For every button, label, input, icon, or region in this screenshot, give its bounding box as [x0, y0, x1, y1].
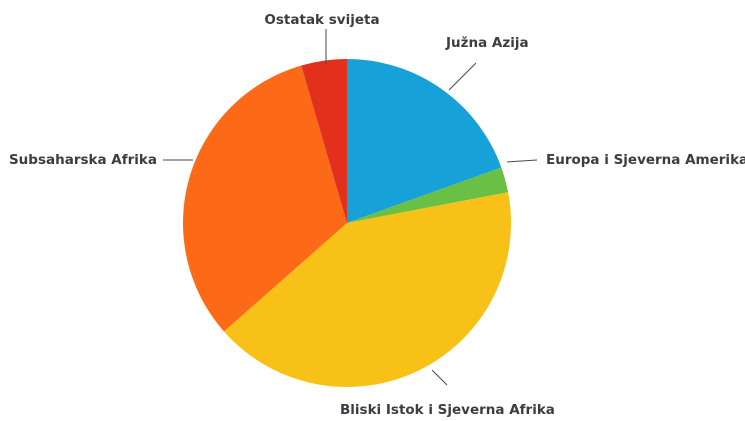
slice-subsaharska-afrika [182, 65, 347, 332]
leader-line-europa-i-sjeverna-amerika [506, 159, 538, 163]
slice-labels: Južna Azija Europa i Sjeverna Amerika Bl… [9, 12, 745, 418]
label-subsaharska-afrika: Subsaharska Afrika [9, 152, 157, 168]
label-ostatak-svijeta: Ostatak svijeta [264, 12, 379, 28]
label-bliski-istok-i-sjeverna-afrika: Bliski Istok i Sjeverna Afrika [340, 402, 555, 418]
slice-ostatak-svijeta [301, 59, 347, 223]
pie-slices [182, 59, 512, 388]
slice-europa-i-sjeverna-amerika [347, 167, 509, 223]
label-europa-i-sjeverna-amerika: Europa i Sjeverna Amerika [546, 152, 745, 168]
leader-line-bliski-istok-i-sjeverna-afrika [431, 369, 448, 386]
slice-bliski-istok-i-sjeverna-afrika [223, 192, 512, 388]
leader-lines [163, 29, 538, 386]
slice-juzna-azija [347, 59, 502, 223]
leader-line-juzna-azija [448, 62, 477, 91]
label-juzna-azija: Južna Azija [445, 35, 529, 51]
